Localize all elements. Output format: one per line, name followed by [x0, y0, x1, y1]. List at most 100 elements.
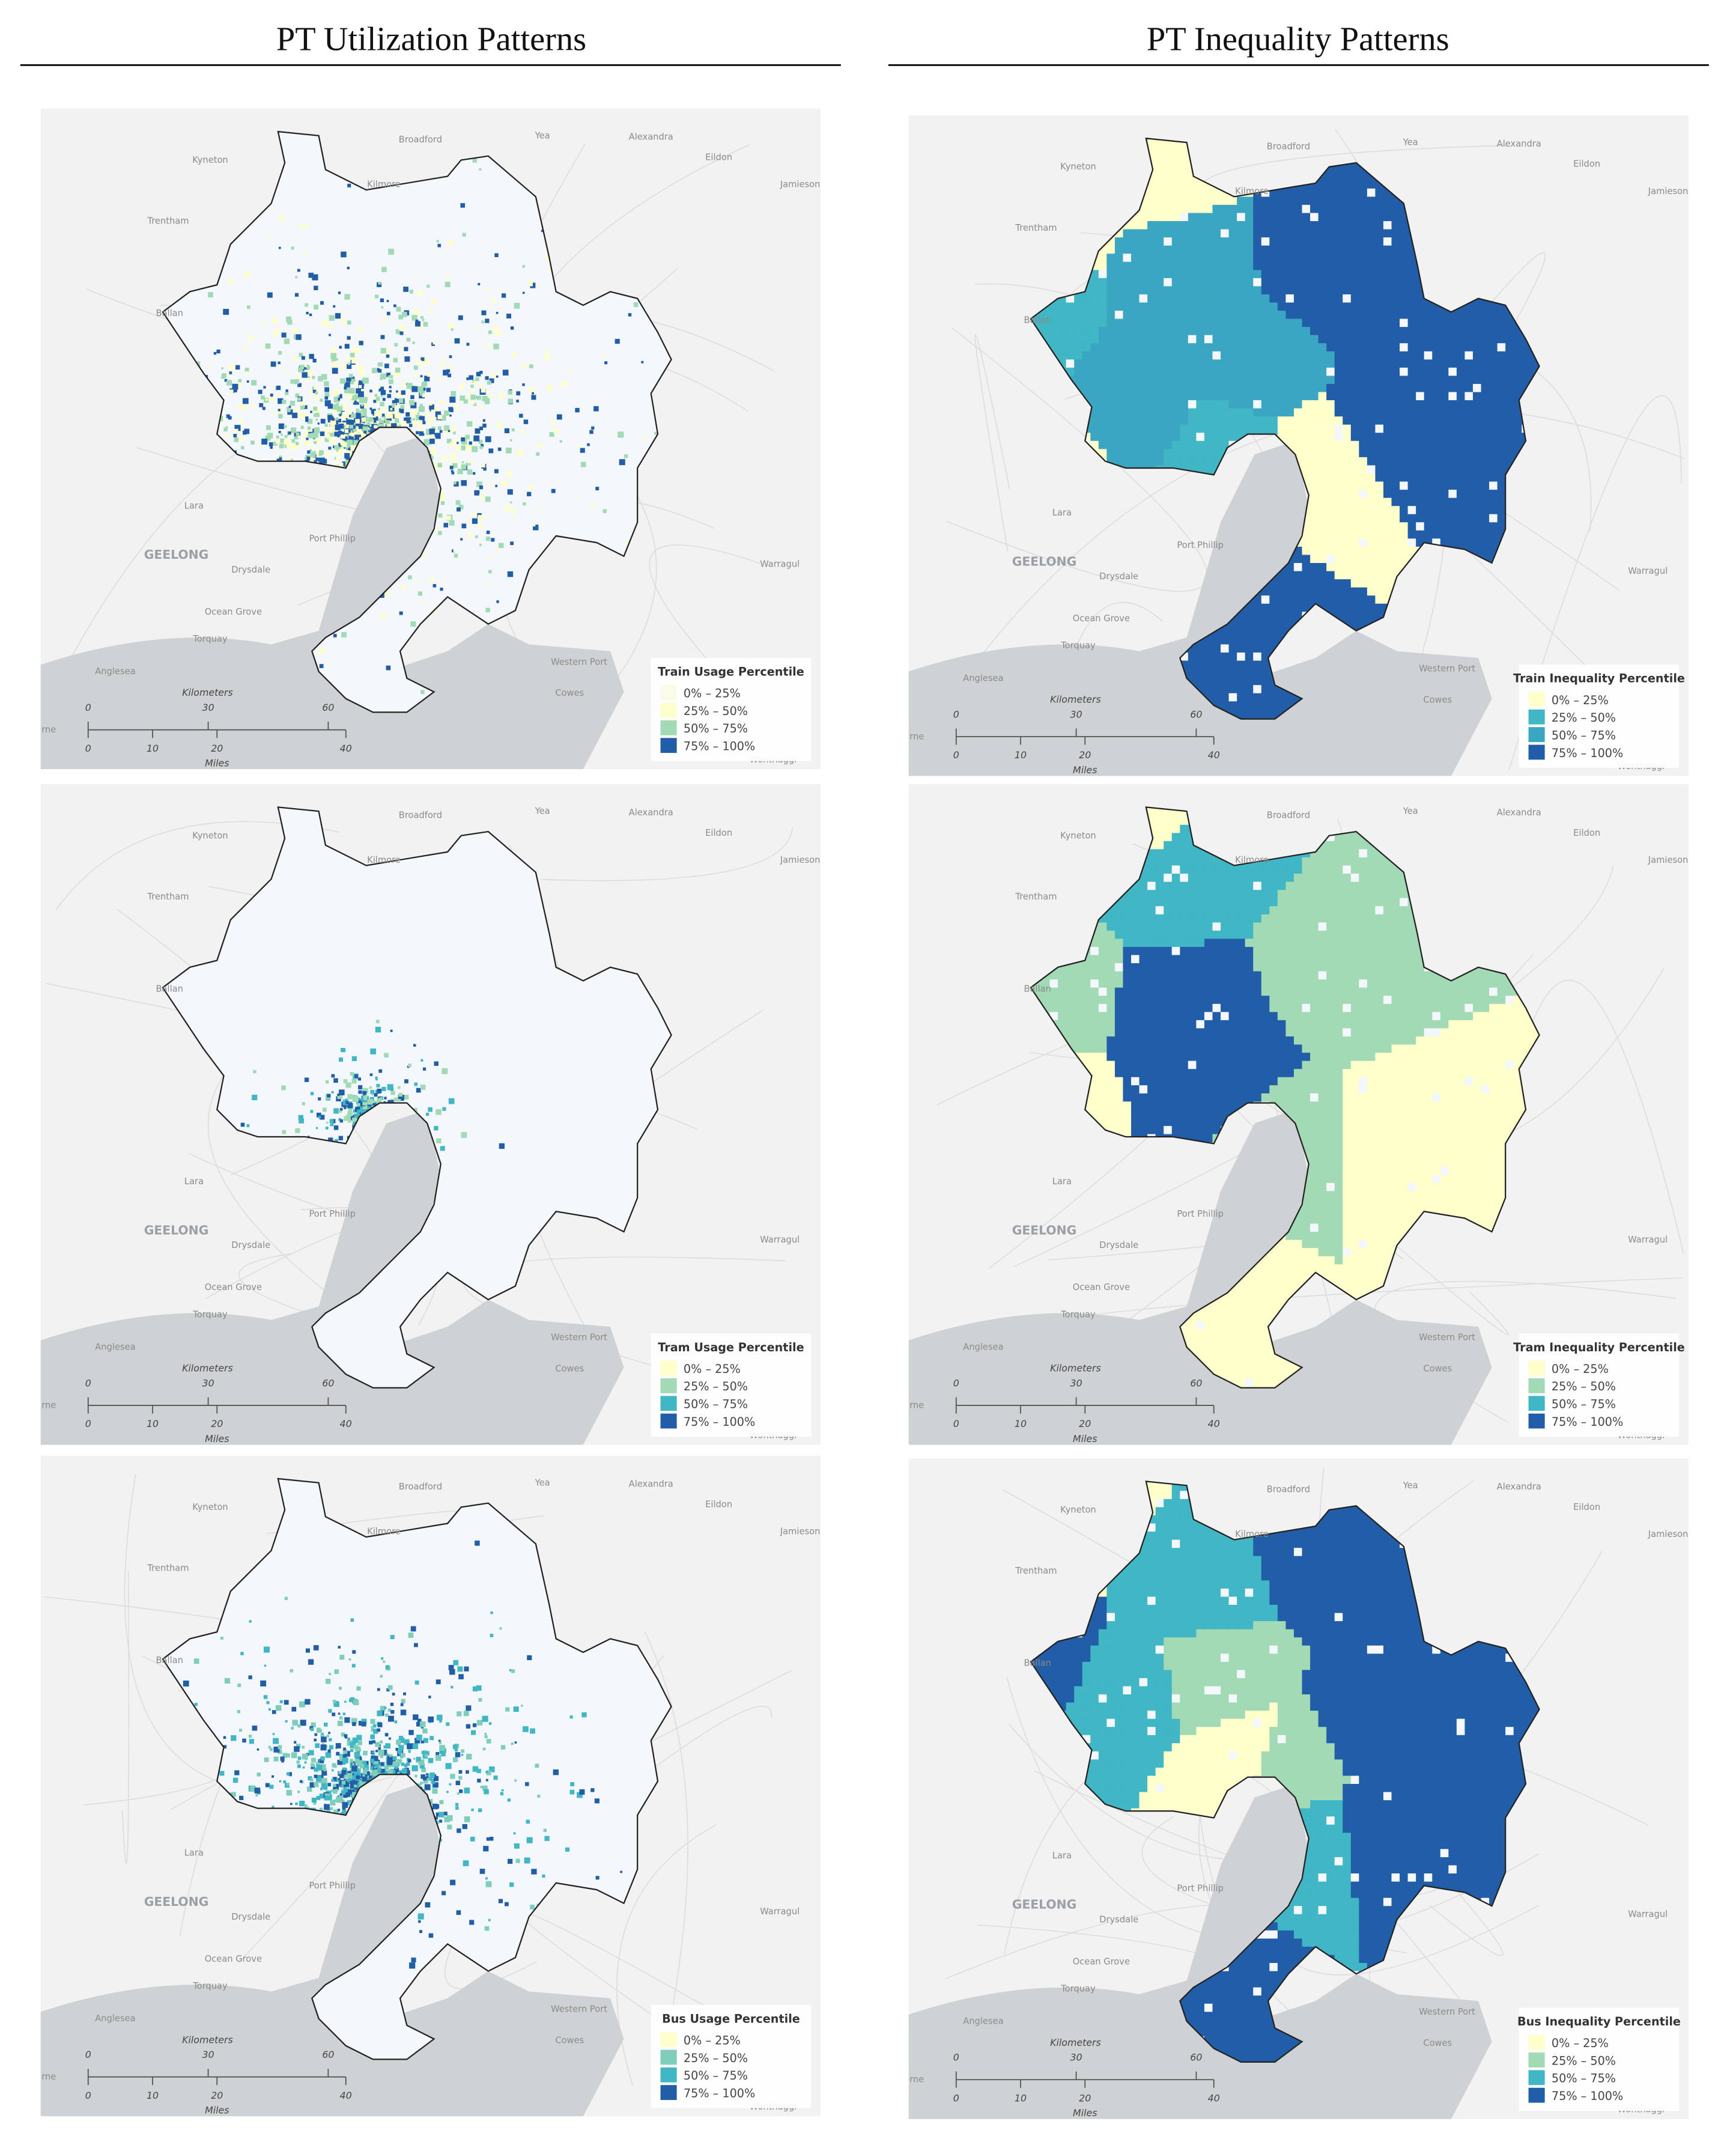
- place-label: Broadford: [1267, 810, 1310, 820]
- place-label: Ballan: [156, 984, 183, 994]
- legend-label: 75% – 100%: [684, 2087, 755, 2101]
- legend-label: 75% – 100%: [684, 740, 755, 753]
- legend-label: 50% – 75%: [684, 1398, 748, 1411]
- place-label: Broadford: [1267, 1485, 1310, 1495]
- legend-swatch: [1528, 1378, 1545, 1393]
- legend-label: 75% – 100%: [1552, 746, 1623, 760]
- place-label: Kilmore: [1235, 1529, 1269, 1539]
- place-label: Broadford: [399, 1482, 442, 1492]
- place-label: Jamieson: [780, 1527, 821, 1537]
- road: [649, 544, 761, 709]
- scale-tick-label: 20: [211, 1418, 223, 1429]
- scale-title: Kilometers: [182, 687, 233, 698]
- legend-label: 0% – 25%: [1552, 2036, 1609, 2050]
- place-label: Port Phillip: [1177, 1209, 1223, 1219]
- legend-swatch: [660, 720, 677, 735]
- place-label: Warragul: [760, 1235, 800, 1245]
- map-panel: Kyneton Broadford Yea Alexandra Eildon Kilmor…: [908, 1458, 1689, 2119]
- place-label: Alexandra: [629, 132, 673, 142]
- region-boundary: [162, 130, 672, 713]
- place-label: Kyneton: [192, 155, 228, 165]
- map-panel: Kyneton Broadford Yea Alexandra Eildon Kilmor…: [40, 1455, 821, 2117]
- water: [40, 1109, 624, 1445]
- road: [974, 333, 1010, 552]
- place-label: Lara: [1052, 1176, 1072, 1187]
- legend-swatch: [660, 2085, 677, 2101]
- scale-tick-label: 60: [322, 2049, 334, 2060]
- scale-tick-label: 40: [340, 743, 352, 754]
- place-label: rne: [909, 1401, 924, 1411]
- region: [162, 807, 672, 1388]
- region: [162, 132, 672, 713]
- scale-tick-label: 10: [147, 2090, 159, 2101]
- scale-tick-label: 30: [202, 1377, 214, 1389]
- place-label: Yea: [535, 806, 550, 817]
- place-label: Lara: [184, 1848, 204, 1858]
- place-label: Trentham: [147, 892, 189, 902]
- place-label: GEELONG: [1012, 1897, 1077, 1912]
- legend-swatch: [660, 1378, 677, 1393]
- scale-tick-label: 30: [1070, 708, 1082, 720]
- legend-swatch: [1528, 744, 1545, 760]
- place-label: Cowes: [555, 2035, 584, 2045]
- place-label: Alexandra: [629, 1479, 673, 1489]
- place-label: Anglesea: [963, 1342, 1003, 1352]
- place-label: Kyneton: [192, 1502, 228, 1512]
- scale-tick-label: 0: [85, 2049, 91, 2060]
- place-label: Port Phillip: [309, 1209, 355, 1219]
- column-title: PT Inequality Patterns: [1147, 21, 1449, 58]
- legend-box: [1519, 665, 1680, 768]
- scale-tick-label: 40: [340, 2090, 352, 2101]
- scale-tick-label: 0: [85, 702, 91, 713]
- legend-swatch: [660, 738, 677, 753]
- place-label: Broadford: [1267, 141, 1310, 151]
- place-label: Anglesea: [95, 666, 135, 677]
- legend-label: 50% – 75%: [1552, 2072, 1616, 2086]
- place-label: Kyneton: [1060, 1505, 1096, 1515]
- water: [40, 1781, 624, 2117]
- legend-label: 25% – 50%: [684, 704, 748, 718]
- legend-label: 0% – 25%: [1552, 693, 1609, 707]
- place-label: Port Phillip: [1177, 1883, 1223, 1893]
- legend-box: [1519, 2007, 1680, 2111]
- place-label: Ocean Grove: [205, 607, 262, 617]
- scale-title: Miles: [205, 2105, 229, 2116]
- place-label: Eildon: [1573, 1502, 1600, 1512]
- place-label: Drysdale: [231, 565, 270, 575]
- legend-swatch: [1528, 2052, 1545, 2067]
- map-panel: Kyneton Broadford Yea Alexandra Eildon Kilmor…: [40, 108, 821, 770]
- place-label: Ballan: [1024, 315, 1051, 325]
- legend-box: [1519, 1333, 1680, 1437]
- region-boundary: [1030, 1480, 1540, 2063]
- place-label: Torquay: [1060, 1983, 1096, 1994]
- scale-tick-label: 20: [211, 2090, 223, 2101]
- legend-swatch: [1528, 1360, 1545, 1376]
- scale-tick-label: 20: [211, 743, 223, 754]
- place-label: Kilmore: [367, 1527, 401, 1537]
- water: [908, 440, 1492, 776]
- place-label: Yea: [1403, 138, 1418, 148]
- scale-tick-label: 0: [85, 2090, 91, 2101]
- legend-box: [651, 2005, 812, 2108]
- place-label: Eildon: [1573, 828, 1600, 838]
- place-label: Ballan: [156, 1655, 183, 1666]
- scale-title: Kilometers: [1050, 1363, 1101, 1374]
- scale-tick-label: 0: [953, 2092, 959, 2104]
- scale-tick-label: 20: [1079, 1418, 1091, 1429]
- place-label: Alexandra: [1497, 808, 1541, 818]
- scale-tick-label: 30: [1070, 1377, 1082, 1389]
- place-label: Drysdale: [1099, 1914, 1138, 1924]
- scale-tick-label: 30: [1070, 2052, 1082, 2063]
- place-label: Ocean Grove: [1073, 1956, 1130, 1967]
- water: [40, 434, 624, 770]
- place-label: Kyneton: [1060, 162, 1096, 172]
- place-label: GEELONG: [144, 1894, 209, 1909]
- legend-box: [651, 658, 812, 761]
- place-label: Warragul: [760, 559, 800, 570]
- legend-label: 25% – 50%: [1552, 1380, 1616, 1393]
- scale-tick-label: 0: [85, 743, 91, 754]
- scale-tick-label: 60: [1190, 708, 1202, 720]
- scale-tick-label: 10: [1015, 2092, 1027, 2104]
